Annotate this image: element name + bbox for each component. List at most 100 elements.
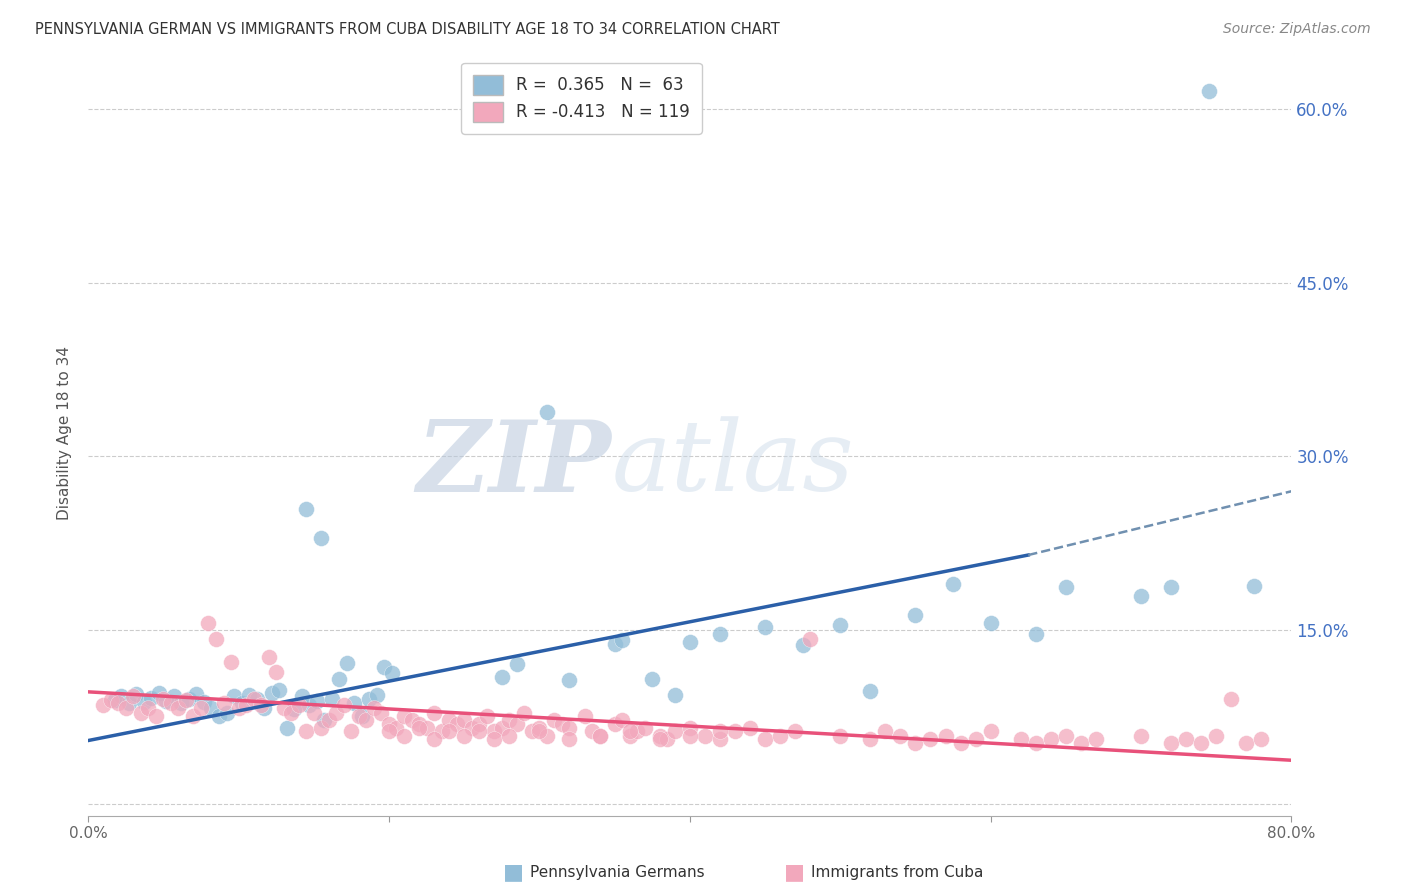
Point	[257, 650, 280, 665]
Point	[1054, 729, 1077, 743]
Point	[378, 717, 401, 731]
Point	[536, 729, 558, 743]
Point	[965, 732, 987, 747]
Point	[381, 666, 404, 681]
Point	[129, 706, 152, 720]
Point	[603, 717, 626, 731]
Point	[484, 724, 506, 739]
Point	[363, 701, 385, 715]
Point	[385, 721, 408, 735]
Point	[193, 695, 215, 709]
Text: Source: ZipAtlas.com: Source: ZipAtlas.com	[1223, 22, 1371, 37]
Point	[125, 687, 148, 701]
Point	[875, 724, 897, 739]
Point	[520, 724, 543, 739]
Point	[904, 608, 927, 623]
Point	[114, 701, 136, 715]
Point	[208, 709, 231, 723]
Point	[100, 693, 122, 707]
Point	[283, 702, 305, 716]
Point	[174, 693, 197, 707]
Point	[235, 698, 257, 712]
Point	[664, 689, 686, 703]
Point	[1160, 736, 1182, 750]
Text: atlas: atlas	[612, 417, 855, 511]
Point	[141, 690, 163, 705]
Point	[830, 617, 852, 632]
Text: ■: ■	[503, 863, 523, 882]
Point	[155, 694, 177, 708]
Point	[889, 729, 911, 743]
Point	[287, 698, 309, 712]
Point	[859, 732, 882, 747]
Point	[373, 660, 395, 674]
Point	[231, 697, 253, 711]
Point	[311, 721, 333, 735]
Point	[91, 698, 114, 712]
Point	[709, 732, 731, 747]
Point	[273, 701, 295, 715]
Point	[709, 724, 731, 739]
Point	[343, 697, 366, 711]
Point	[904, 736, 927, 750]
Point	[506, 657, 529, 671]
Point	[132, 695, 155, 709]
Point	[619, 724, 641, 739]
Point	[942, 577, 965, 591]
Point	[392, 709, 415, 723]
Point	[859, 683, 882, 698]
Point	[543, 713, 565, 727]
Point	[491, 670, 513, 684]
Point	[980, 724, 1002, 739]
Point	[170, 697, 193, 711]
Point	[491, 721, 513, 735]
Point	[453, 729, 475, 743]
Point	[359, 691, 381, 706]
Point	[276, 721, 298, 735]
Point	[423, 732, 446, 747]
Point	[498, 729, 520, 743]
Point	[333, 698, 356, 712]
Text: ZIP: ZIP	[416, 416, 612, 512]
Point	[529, 724, 551, 739]
Point	[460, 721, 482, 735]
Point	[340, 724, 363, 739]
Point	[163, 690, 186, 704]
Point	[238, 689, 260, 703]
Point	[186, 687, 208, 701]
Point	[558, 732, 581, 747]
Point	[648, 732, 671, 747]
Point	[118, 697, 141, 711]
Text: ■: ■	[785, 863, 804, 882]
Point	[558, 673, 581, 688]
Point	[693, 729, 716, 743]
Point	[430, 724, 453, 739]
Point	[215, 706, 238, 720]
Point	[107, 697, 129, 711]
Point	[1039, 732, 1062, 747]
Point	[222, 690, 245, 704]
Point	[498, 713, 520, 727]
Point	[588, 729, 610, 743]
Point	[506, 717, 529, 731]
Point	[785, 724, 807, 739]
Point	[610, 632, 633, 647]
Point	[253, 701, 276, 715]
Point	[664, 724, 686, 739]
Point	[295, 501, 318, 516]
Point	[295, 724, 318, 739]
Point	[679, 721, 702, 735]
Point	[250, 698, 273, 712]
Point	[328, 672, 350, 686]
Point	[1084, 732, 1107, 747]
Point	[408, 717, 430, 731]
Point	[122, 690, 145, 704]
Point	[350, 709, 373, 723]
Point	[423, 706, 446, 720]
Point	[1130, 729, 1153, 743]
Point	[314, 713, 336, 727]
Point	[183, 709, 205, 723]
Point	[370, 706, 392, 720]
Y-axis label: Disability Age 18 to 34: Disability Age 18 to 34	[58, 346, 72, 520]
Point	[269, 682, 291, 697]
